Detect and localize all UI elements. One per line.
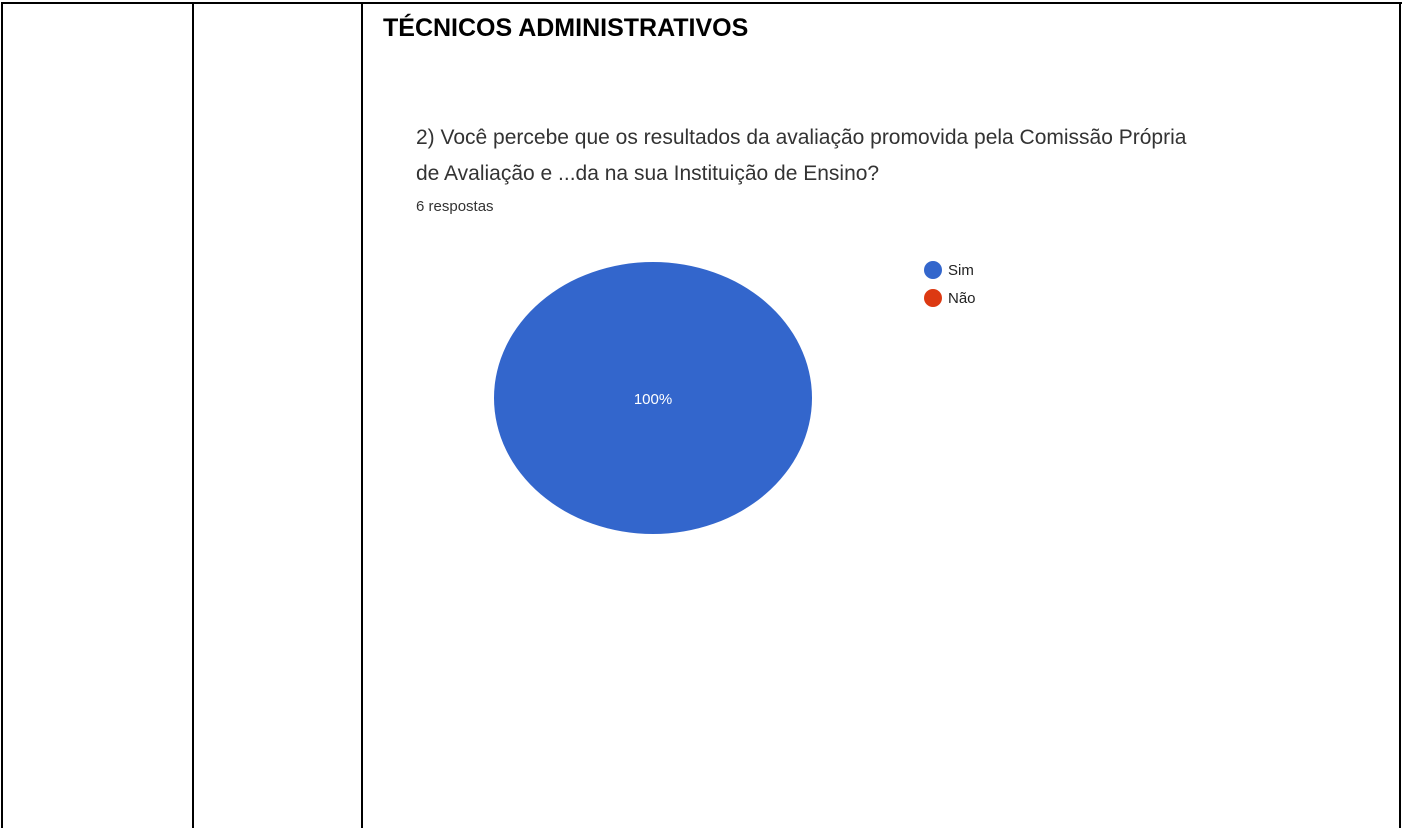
legend-label: Não — [948, 290, 976, 307]
legend-swatch — [924, 289, 942, 307]
table-border — [1399, 2, 1401, 828]
table-border — [1, 2, 3, 828]
legend-swatch — [924, 261, 942, 279]
table-border — [361, 2, 363, 828]
heading: TÉCNICOS ADMINISTRATIVOS — [383, 14, 749, 42]
legend-label: Sim — [948, 262, 974, 279]
chart-title: 2) Você percebe que os resultados da ava… — [416, 126, 1187, 185]
table-border — [192, 2, 194, 828]
value-label: 100% — [634, 391, 672, 408]
chart-subtitle: 6 respostas — [416, 198, 494, 215]
table-border — [2, 2, 1402, 4]
pie-slice — [494, 262, 812, 534]
